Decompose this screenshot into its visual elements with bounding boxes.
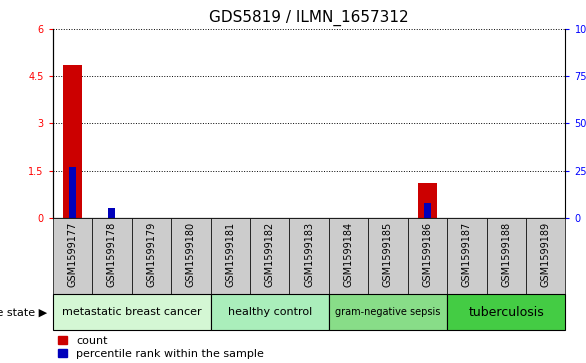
Bar: [289, 218, 329, 298]
Bar: [171, 218, 210, 298]
Bar: [329, 294, 447, 330]
Text: disease state ▶: disease state ▶: [0, 307, 47, 317]
Title: GDS5819 / ILMN_1657312: GDS5819 / ILMN_1657312: [209, 10, 409, 26]
Text: GSM1599188: GSM1599188: [502, 222, 512, 287]
Text: GSM1599184: GSM1599184: [343, 222, 353, 287]
Text: GSM1599178: GSM1599178: [107, 222, 117, 287]
Bar: [210, 294, 329, 330]
Text: GSM1599187: GSM1599187: [462, 222, 472, 287]
Bar: [447, 218, 486, 298]
Text: GSM1599189: GSM1599189: [541, 222, 551, 287]
Bar: [108, 208, 115, 218]
Text: tuberculosis: tuberculosis: [468, 306, 544, 319]
Bar: [447, 294, 565, 330]
Text: healthy control: healthy control: [227, 307, 312, 317]
Text: GSM1599182: GSM1599182: [265, 222, 275, 287]
Text: GSM1599181: GSM1599181: [225, 222, 235, 287]
Bar: [250, 218, 289, 298]
Bar: [329, 218, 368, 298]
Bar: [53, 218, 92, 298]
Text: GSM1599186: GSM1599186: [423, 222, 432, 287]
Bar: [418, 183, 437, 218]
Bar: [210, 218, 250, 298]
Text: gram-negative sepsis: gram-negative sepsis: [335, 307, 441, 317]
Bar: [526, 218, 565, 298]
Text: GSM1599185: GSM1599185: [383, 222, 393, 287]
Text: GSM1599177: GSM1599177: [67, 222, 77, 287]
Bar: [63, 65, 82, 218]
Bar: [408, 218, 447, 298]
Bar: [368, 218, 408, 298]
Bar: [132, 218, 171, 298]
Bar: [53, 294, 210, 330]
Text: GSM1599180: GSM1599180: [186, 222, 196, 287]
Bar: [486, 218, 526, 298]
Legend: count, percentile rank within the sample: count, percentile rank within the sample: [58, 335, 264, 359]
Text: GSM1599179: GSM1599179: [146, 222, 156, 287]
Bar: [92, 218, 132, 298]
Bar: [69, 167, 76, 218]
Bar: [424, 203, 431, 218]
Text: metastatic breast cancer: metastatic breast cancer: [62, 307, 202, 317]
Text: GSM1599183: GSM1599183: [304, 222, 314, 287]
